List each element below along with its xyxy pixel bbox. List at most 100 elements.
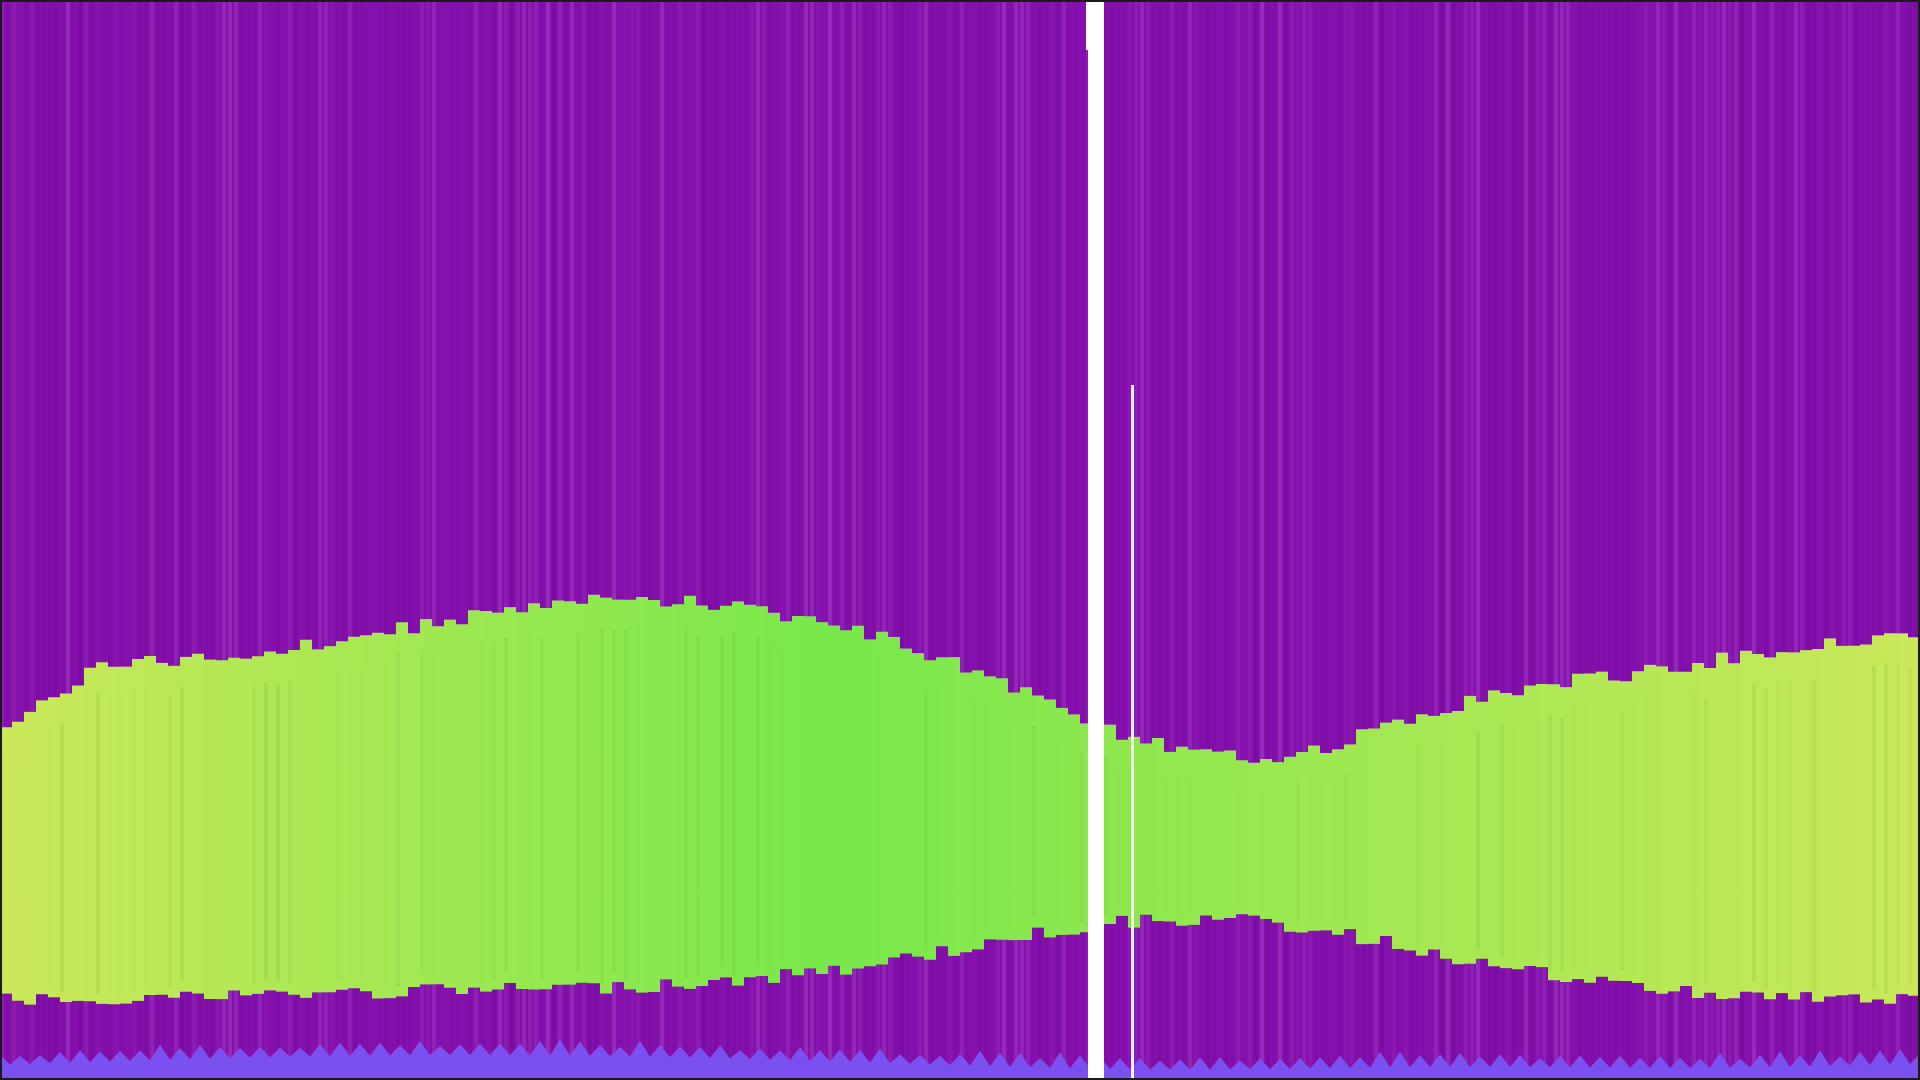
- band-streak: [1140, 773, 1144, 904]
- streak: [744, 0, 748, 1080]
- streak: [108, 0, 112, 1080]
- streak: [1356, 0, 1360, 1080]
- streak: [864, 0, 868, 1080]
- streak: [1470, 0, 1474, 1080]
- streak: [402, 0, 406, 1080]
- streak: [1182, 0, 1186, 1080]
- streak: [1548, 0, 1552, 1080]
- streak: [498, 0, 502, 1080]
- streak: [918, 0, 922, 1080]
- streak: [1062, 0, 1066, 1080]
- streak: [888, 0, 892, 1080]
- band-streak: [1164, 781, 1168, 912]
- streak: [1518, 0, 1522, 1080]
- streak: [1308, 0, 1312, 1080]
- streak: [1656, 0, 1660, 1080]
- streak: [1164, 0, 1168, 1080]
- streak: [726, 0, 730, 1080]
- streak: [570, 0, 574, 1080]
- streak: [858, 0, 862, 1080]
- streak: [1722, 0, 1726, 1080]
- band-streak: [540, 638, 544, 980]
- streak: [246, 0, 250, 1080]
- band-streak: [252, 686, 256, 984]
- streak: [1554, 0, 1558, 1080]
- streak: [234, 0, 238, 1080]
- streak: [852, 0, 856, 1080]
- streak: [1212, 0, 1216, 1080]
- band-streak: [1416, 744, 1420, 946]
- streak: [1026, 0, 1030, 1080]
- streak: [996, 0, 1000, 1080]
- band-streak: [1800, 680, 1804, 982]
- streak: [594, 0, 598, 1080]
- streak: [1764, 0, 1768, 1080]
- streak: [120, 0, 124, 1080]
- streak: [924, 0, 928, 1080]
- streak: [426, 0, 430, 1080]
- band-streak: [432, 656, 436, 974]
- streak: [1146, 0, 1150, 1080]
- streak: [1278, 0, 1282, 1080]
- streak: [1284, 0, 1288, 1080]
- streak: [942, 0, 946, 1080]
- streak: [1794, 0, 1798, 1080]
- streak: [78, 0, 82, 1080]
- streak: [54, 0, 58, 1080]
- streak: [48, 0, 52, 1080]
- streak: [1464, 0, 1468, 1080]
- streak: [1752, 0, 1756, 1080]
- band-streak: [396, 652, 400, 987]
- band-streak: [720, 635, 724, 968]
- band-streak: [336, 671, 340, 980]
- streak: [1716, 0, 1720, 1080]
- band-streak: [528, 633, 532, 979]
- band-streak: [1008, 722, 1012, 930]
- band-streak: [1332, 779, 1336, 924]
- band-streak: [1056, 738, 1060, 925]
- streak: [1494, 0, 1498, 1080]
- streak: [738, 0, 742, 1080]
- streak: [510, 0, 514, 1080]
- streak: [1320, 0, 1324, 1080]
- band-streak: [288, 680, 292, 985]
- streak: [810, 0, 814, 1080]
- streak: [966, 0, 970, 1080]
- streak: [1326, 0, 1330, 1080]
- streak: [1446, 0, 1450, 1080]
- streak: [480, 0, 484, 1080]
- streak: [1590, 0, 1594, 1080]
- streak: [468, 0, 472, 1080]
- streak: [306, 0, 310, 1080]
- streak: [552, 0, 556, 1080]
- streak: [1236, 0, 1240, 1080]
- streak: [1824, 0, 1828, 1080]
- streak: [1584, 0, 1588, 1080]
- band-streak: [1440, 743, 1444, 949]
- streak: [348, 0, 352, 1080]
- band-streak: [1176, 777, 1180, 916]
- streak: [324, 0, 328, 1080]
- band-streak: [696, 635, 700, 976]
- streak: [1200, 0, 1204, 1080]
- streak: [102, 0, 106, 1080]
- streak: [1734, 0, 1738, 1080]
- streak: [564, 0, 568, 1080]
- streak: [696, 0, 700, 1080]
- band-streak: [1116, 769, 1120, 906]
- streak: [660, 0, 664, 1080]
- streak: [768, 0, 772, 1080]
- band-streak: [420, 649, 424, 975]
- band-streak: [1260, 789, 1264, 909]
- streak: [258, 0, 262, 1080]
- band-streak: [636, 626, 640, 983]
- streak: [828, 0, 832, 1080]
- band-streak: [600, 627, 604, 984]
- band-streak: [1632, 701, 1636, 974]
- band-streak: [624, 629, 628, 980]
- band-streak: [768, 643, 772, 973]
- band-streak: [1548, 714, 1552, 971]
- streak: [1524, 0, 1528, 1080]
- band-streak: [684, 625, 688, 979]
- band-streak: [1584, 704, 1588, 973]
